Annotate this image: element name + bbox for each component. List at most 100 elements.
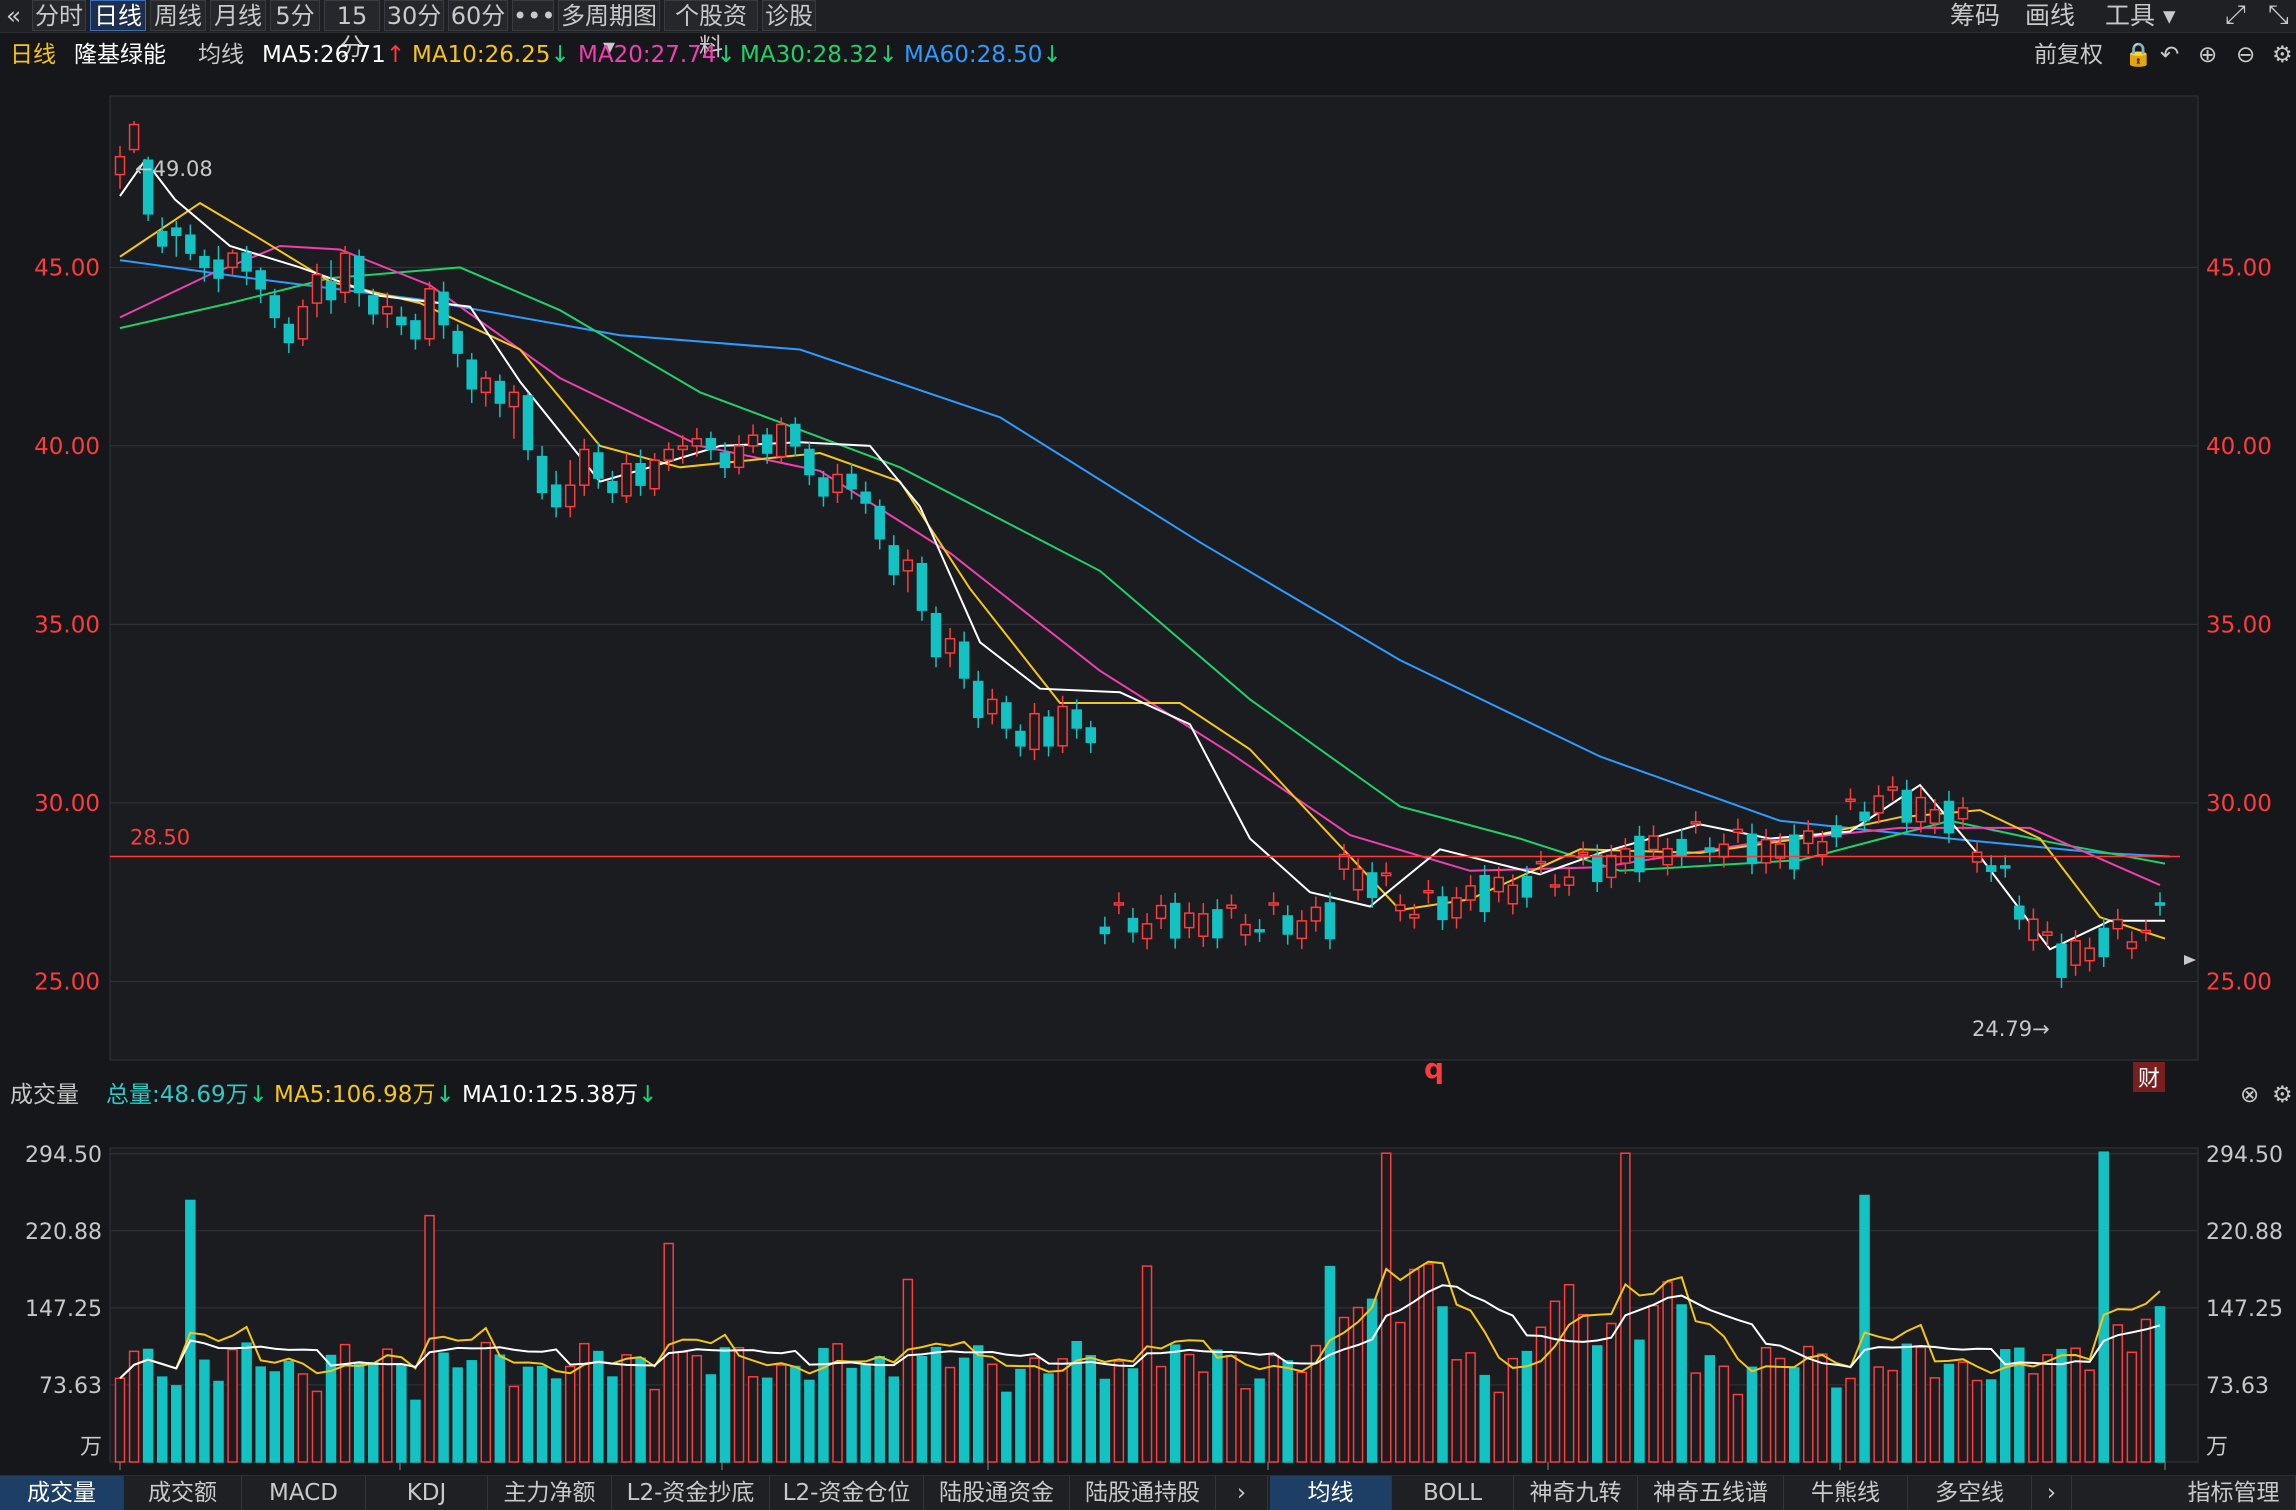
tab-boll[interactable]: BOLL — [1392, 1476, 1514, 1510]
volume-bar — [128, 1350, 140, 1463]
tab-turnover[interactable]: 成交额 — [124, 1476, 242, 1510]
tab-hsgt-hold[interactable]: 陆股通持股 — [1070, 1476, 1216, 1510]
candle-body — [1704, 847, 1716, 853]
tab-60min[interactable]: 60分 — [448, 0, 508, 31]
restore-icon[interactable]: ⤡ — [2268, 0, 2289, 30]
tab-30min[interactable]: 30分 — [384, 0, 444, 31]
tab-15min[interactable]: 15分 — [324, 0, 380, 61]
candle-body — [438, 291, 449, 326]
volume-bar — [1155, 1365, 1167, 1463]
chips-button[interactable]: 筹码 — [1950, 1, 2001, 30]
volume-bar — [466, 1360, 477, 1463]
diagnose-button[interactable]: 诊股 — [762, 0, 816, 31]
candle-body — [1366, 872, 1378, 899]
chevron-right-icon[interactable]: › — [2032, 1476, 2072, 1510]
lock-icon[interactable]: 🔒 — [2124, 42, 2153, 68]
tab-main-net[interactable]: 主力净额 — [488, 1476, 612, 1510]
volume-bar — [1817, 1353, 1828, 1463]
candle-body — [1535, 860, 1547, 865]
chevron-right-icon[interactable]: › — [1216, 1476, 1268, 1510]
volume-bar — [1338, 1316, 1350, 1463]
candle-body — [1057, 705, 1068, 747]
candle-body — [1310, 906, 1322, 922]
tab-nine-turns[interactable]: 神奇九转 — [1514, 1476, 1638, 1510]
candle-body — [677, 445, 689, 451]
volume-bar — [452, 1367, 463, 1463]
gear-icon[interactable]: ⚙ — [2272, 42, 2293, 68]
candle-body — [564, 484, 576, 508]
close-icon[interactable]: ⊗ — [2240, 1082, 2260, 1108]
candle-body — [1141, 923, 1153, 940]
tools-button[interactable]: 工具 ▾ — [2105, 0, 2176, 31]
fullscreen-icon[interactable]: ⤢ — [2225, 0, 2246, 30]
price-tick-left: 35.00 — [34, 612, 100, 638]
volume-bar — [902, 1278, 914, 1463]
candle-body — [2112, 918, 2124, 930]
candle-body — [902, 559, 914, 572]
volume-ma10-line — [119, 1284, 2161, 1380]
volume-bar — [1212, 1349, 1223, 1463]
tab-kdj[interactable]: KDJ — [366, 1476, 488, 1510]
volume-bar — [1127, 1368, 1139, 1463]
volume-bar — [396, 1364, 407, 1463]
candle-body — [804, 448, 815, 476]
candle-body — [719, 452, 731, 469]
candle-body — [635, 462, 646, 486]
candle-body — [1268, 902, 1279, 906]
tab-l2-position[interactable]: L2-资金仓位 — [770, 1476, 924, 1510]
volume-bar — [297, 1373, 309, 1463]
tab-bull-bear[interactable]: 牛熊线 — [1784, 1476, 1908, 1510]
undo-icon[interactable]: ↶ — [2160, 42, 2180, 68]
double-chevron-left-icon[interactable]: « — [6, 1, 22, 30]
tab-weekly[interactable]: 周线 — [150, 0, 206, 31]
tab-ma-overlay[interactable]: 均线 — [1270, 1476, 1392, 1510]
tab-indicator-manage[interactable]: 指标管理 — [2172, 1476, 2296, 1510]
volume-bar — [761, 1377, 773, 1463]
candle-body — [1479, 874, 1490, 913]
candle-body — [494, 380, 506, 404]
tab-hsgt-fund[interactable]: 陆股通资金 — [924, 1476, 1070, 1510]
tab-long-short[interactable]: 多空线 — [1908, 1476, 2032, 1510]
tab-l2-bottom[interactable]: L2-资金抄底 — [612, 1476, 770, 1510]
volume-tick-left: 万 — [80, 1435, 102, 1460]
zoom-out-icon[interactable]: ⊖ — [2236, 42, 2256, 68]
tab-macd[interactable]: MACD — [242, 1476, 366, 1510]
volume-bar — [1662, 1281, 1673, 1463]
draw-button[interactable]: 画线 — [2025, 1, 2076, 30]
volume-bar — [733, 1347, 745, 1463]
multi-period-dropdown[interactable]: 多周期图 ▾ — [558, 0, 660, 61]
candle-body — [269, 295, 281, 319]
zoom-in-icon[interactable]: ⊕ — [2198, 42, 2218, 68]
tab-five-lines[interactable]: 神奇五线谱 — [1638, 1476, 1784, 1510]
x-tick-label: 04 — [707, 1472, 736, 1474]
volume-bar — [508, 1385, 520, 1463]
ma30-value: MA30:28.32↓ — [740, 42, 898, 68]
adjust-mode[interactable]: 前复权 — [2034, 42, 2103, 68]
candle-body — [1099, 926, 1111, 935]
more-button[interactable]: ••• — [512, 0, 556, 31]
gear-icon[interactable]: ⚙ — [2272, 1082, 2293, 1108]
volume-bar — [199, 1359, 210, 1463]
tab-volume[interactable]: 成交量 — [0, 1476, 124, 1510]
tab-monthly[interactable]: 月线 — [210, 0, 266, 31]
tab-daily[interactable]: 日线 — [90, 0, 146, 31]
candle-body — [832, 473, 843, 494]
volume-bar — [1887, 1369, 1898, 1463]
stock-info-button[interactable]: 个股资料 — [664, 0, 758, 61]
candle-body — [1606, 854, 1617, 879]
volume-bar — [1803, 1345, 1814, 1463]
volume-bar — [579, 1342, 590, 1463]
volume-bar — [1957, 1361, 1969, 1463]
ma-label[interactable]: 均线 — [198, 42, 244, 68]
price-tick-right: 40.00 — [2206, 434, 2272, 460]
volume-label[interactable]: 成交量 — [10, 1082, 79, 1108]
candle-body — [649, 459, 660, 490]
volume-bar — [944, 1366, 956, 1463]
volume-bar — [1043, 1373, 1054, 1463]
volume-bar — [1296, 1371, 1308, 1463]
stock-name[interactable]: 隆基绿能 — [74, 42, 166, 68]
tab-intraday[interactable]: 分时 — [32, 0, 86, 31]
tab-5min[interactable]: 5分 — [270, 0, 320, 31]
kline-chart[interactable]: 45.00 45.00 40.00 40.00 35.00 35.00 30.00 30.00… — [0, 34, 2296, 1474]
volume-bar — [1085, 1355, 1097, 1463]
